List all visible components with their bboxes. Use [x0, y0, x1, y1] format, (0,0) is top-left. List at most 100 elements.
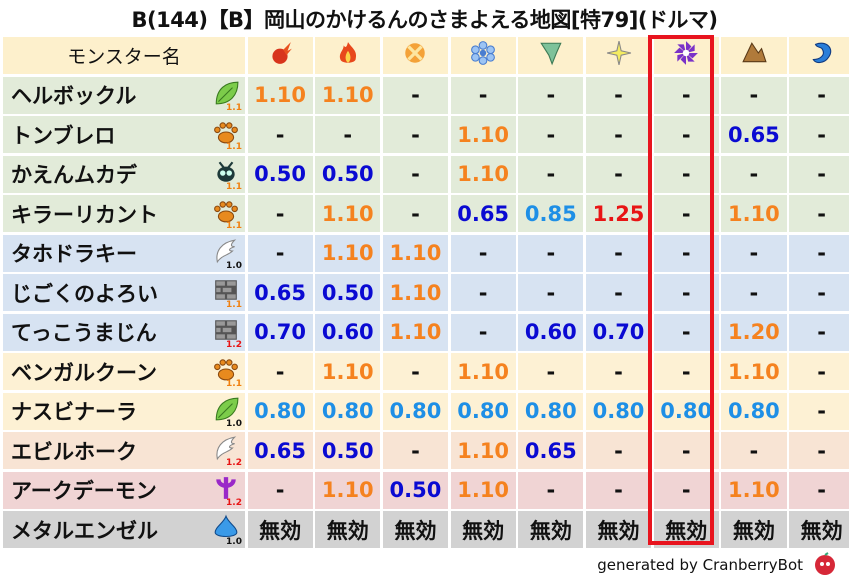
resistance-value: - — [789, 392, 849, 430]
monster-name: ナスビナーラ — [11, 400, 137, 424]
element-header-0 — [247, 37, 313, 74]
resistance-value: - — [247, 234, 313, 272]
monster-name-cell: メタルエンゼル 1.0 — [3, 511, 245, 548]
paw-icon — [213, 119, 239, 145]
rank-label: 1.1 — [226, 142, 242, 152]
brick-icon — [213, 277, 239, 303]
resistance-value: - — [247, 471, 313, 509]
rank-label: 1.0 — [226, 418, 242, 429]
monster-name: エビルホーク — [11, 439, 137, 464]
resistance-value: - — [721, 274, 787, 311]
wing-icon — [213, 435, 239, 461]
resistance-value: 0.80 — [518, 392, 584, 430]
resistance-value: 無効 — [315, 511, 381, 548]
rank-label: 1.2 — [226, 458, 242, 468]
rank-label: 1.1 — [226, 300, 242, 310]
element-header-4 — [518, 37, 584, 74]
resistance-value: 0.80 — [247, 392, 313, 430]
resistance-value: 0.80 — [653, 392, 719, 430]
resistance-value: - — [653, 471, 719, 509]
resistance-value: - — [653, 195, 719, 232]
slime-icon — [213, 514, 239, 540]
rank-label: 1.0 — [226, 260, 242, 271]
resistance-value: - — [450, 234, 516, 272]
rank-label: 1.1 — [226, 379, 242, 389]
resistance-value: - — [789, 234, 849, 272]
footer-credit: generated by CranberryBot — [597, 556, 803, 574]
resistance-value: - — [653, 155, 719, 193]
resistance-value: - — [382, 116, 449, 153]
resistance-value: 0.80 — [585, 392, 652, 430]
resistance-value: - — [789, 313, 849, 351]
explosion-icon — [402, 40, 428, 71]
monster-name: トンブレロ — [11, 123, 116, 148]
resistance-value: 無効 — [382, 511, 449, 548]
monster-name-cell: トンブレロ 1.1 — [3, 116, 245, 153]
rank-label: 1.2 — [226, 339, 242, 350]
monster-name-header: モンスター名 — [3, 37, 245, 74]
resistance-value: 1.10 — [450, 432, 516, 469]
resistance-value: 1.10 — [450, 116, 516, 153]
paw-icon — [213, 198, 239, 224]
element-header-8 — [789, 37, 849, 74]
resistance-value: - — [585, 116, 652, 153]
monster-name-cell: エビルホーク 1.2 — [3, 432, 245, 469]
resistance-value: 1.10 — [450, 471, 516, 509]
resistance-value: 無効 — [721, 511, 787, 548]
resistance-value: - — [518, 155, 584, 193]
resistance-value: - — [450, 274, 516, 311]
resistance-value: 無効 — [789, 511, 849, 548]
monster-name: じごくのよろい — [11, 281, 158, 306]
resistance-value: 1.10 — [315, 471, 381, 509]
monster-name-cell: キラーリカント 1.1 — [3, 195, 245, 232]
resistance-value: - — [585, 432, 652, 469]
element-header-1 — [315, 37, 381, 74]
rank-label: 1.1 — [226, 102, 242, 113]
resistance-value: - — [450, 76, 516, 114]
resistance-value: 1.10 — [315, 195, 381, 232]
resistance-value: - — [585, 234, 652, 272]
trident-icon — [213, 475, 239, 501]
resistance-value: - — [789, 155, 849, 193]
resistance-value: - — [247, 195, 313, 232]
resistance-value: - — [789, 76, 849, 114]
resistance-value: - — [518, 116, 584, 153]
resistance-value: - — [721, 234, 787, 272]
element-header-2 — [382, 37, 449, 74]
resistance-value: 1.10 — [315, 234, 381, 272]
resistance-value: - — [382, 76, 449, 114]
resistance-value: - — [382, 155, 449, 193]
light-icon — [606, 40, 632, 71]
resistance-value: 1.10 — [450, 155, 516, 193]
resistance-value: - — [585, 471, 652, 509]
resistance-value: 1.20 — [721, 313, 787, 351]
dark-icon — [673, 40, 699, 71]
resistance-value: - — [585, 155, 652, 193]
monster-name: かえんムカデ — [11, 163, 137, 187]
monster-name-cell: タホドラキー 1.0 — [3, 234, 245, 272]
resistance-value: 1.10 — [382, 313, 449, 351]
resistance-value: - — [721, 76, 787, 114]
resistance-value: - — [382, 432, 449, 469]
resistance-value: - — [653, 274, 719, 311]
resistance-value: - — [653, 234, 719, 272]
resistance-value: 0.80 — [315, 392, 381, 430]
resistance-value: 1.10 — [721, 195, 787, 232]
resistance-value: - — [247, 116, 313, 153]
monster-name: キラーリカント — [11, 202, 158, 227]
flame-icon — [335, 40, 361, 71]
resistance-value: - — [450, 313, 516, 351]
resistance-value: 0.65 — [518, 432, 584, 469]
resistance-value: 0.65 — [247, 432, 313, 469]
leaf-icon — [213, 80, 239, 106]
resistance-value: 無効 — [585, 511, 652, 548]
resistance-value: - — [382, 195, 449, 232]
monster-name: ベンガルクーン — [11, 360, 157, 385]
resistance-value: - — [789, 195, 849, 232]
resistance-value: 0.80 — [382, 392, 449, 430]
resistance-value: - — [518, 234, 584, 272]
resistance-value: 0.50 — [382, 471, 449, 509]
resistance-value: - — [721, 155, 787, 193]
monster-name-cell: アークデーモン 1.2 — [3, 471, 245, 509]
resistance-value: 0.80 — [450, 392, 516, 430]
